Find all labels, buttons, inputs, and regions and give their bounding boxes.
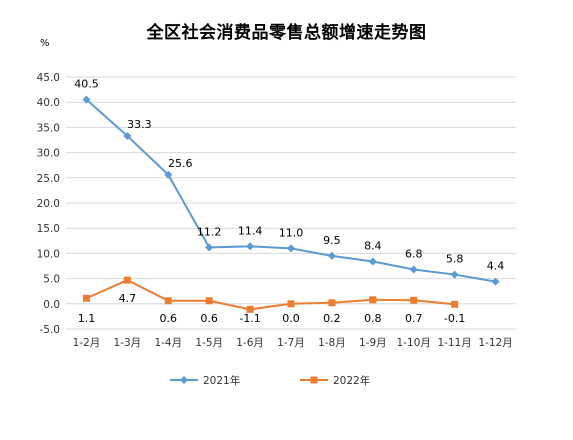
data-label: 0.7 [405, 312, 423, 325]
x-tick-label: 1-6月 [236, 337, 264, 349]
data-point [205, 297, 213, 305]
y-tick-label: 20.0 [37, 198, 60, 210]
data-point [368, 257, 377, 266]
y-tick-label: 10.0 [37, 248, 60, 260]
data-label: 9.5 [323, 234, 341, 247]
x-tick-labels: 1-2月 1-3月 1-4月 1-5月 1-6月 1-7月 1-8月 1-9月 1-10月 1-1… [73, 337, 513, 349]
y-tick-label: 35.0 [37, 122, 60, 134]
y-tick-label: 30.0 [37, 148, 60, 160]
series-line [86, 279, 455, 311]
chart-title: 全区社会消费品零售总额增速走势图 [146, 23, 427, 43]
data-label: 6.8 [405, 248, 423, 261]
data-point [287, 300, 295, 308]
data-label: 40.5 [74, 78, 99, 91]
legend-label: 2022年 [333, 374, 370, 387]
y-tick-label: 5.0 [43, 274, 60, 286]
data-point [287, 244, 295, 253]
y-tick-label: 25.0 [37, 173, 60, 185]
data-label: 0.6 [160, 312, 178, 325]
data-label: 0.2 [323, 312, 341, 325]
data-point [409, 265, 418, 274]
y-tick-label: -5.0 [40, 324, 61, 336]
data-point [205, 243, 214, 252]
legend-marker [180, 376, 188, 384]
data-point [123, 131, 132, 140]
data-point [450, 270, 459, 279]
y-axis-unit: % [40, 38, 50, 49]
data-label: 0.8 [364, 312, 382, 325]
data-label: 8.4 [364, 239, 382, 252]
data-point [328, 299, 336, 307]
data-label: 11.2 [197, 225, 222, 238]
data-point [246, 242, 255, 251]
x-tick-label: 1-9月 [359, 337, 387, 349]
data-label: 4.7 [119, 292, 137, 305]
data-point [246, 305, 254, 313]
legend: 2021年 2022年 [170, 374, 370, 387]
y-tick-label: 45.0 [37, 72, 60, 84]
data-point [164, 297, 172, 305]
data-label: 1.1 [78, 312, 96, 325]
x-tick-label: 1-7月 [277, 337, 305, 349]
y-tick-labels: 45.0 40.0 35.0 30.0 25.0 20.0 15.0 10.0 5.0 0.0 -5… [37, 72, 60, 336]
y-tick-label: 40.0 [37, 97, 60, 109]
data-point [369, 296, 377, 304]
data-label: 5.8 [446, 253, 464, 266]
data-point [491, 277, 500, 286]
data-point [164, 170, 173, 179]
legend-label: 2021年 [203, 374, 240, 387]
x-tick-label: 1-5月 [195, 337, 223, 349]
data-point [451, 300, 459, 308]
x-tick-label: 1-12月 [478, 337, 512, 349]
data-point [82, 294, 90, 302]
data-label: 0.6 [200, 312, 218, 325]
series-2: 1.1 4.7 0.6 0.6 -1.1 0.0 0.2 0.8 0.7 -0.1 [78, 276, 465, 325]
series-1: 40.5 33.3 25.6 11.2 11.4 11.0 9.5 8.4 6.8 5.8 4.4 [74, 78, 504, 286]
data-point [82, 95, 91, 104]
data-label: 4.4 [487, 260, 505, 273]
x-tick-label: 1-10月 [397, 337, 431, 349]
y-tick-label: 15.0 [37, 223, 60, 235]
x-tick-label: 1-8月 [318, 337, 346, 349]
data-label: 11.0 [279, 226, 304, 239]
legend-marker [310, 376, 318, 384]
legend-item: 2021年 [170, 374, 240, 387]
data-point [123, 276, 131, 284]
legend-item: 2022年 [300, 374, 370, 387]
series-group: 40.5 33.3 25.6 11.2 11.4 11.0 9.5 8.4 6.8 5.8 4.4 1… [74, 78, 504, 325]
gridlines [66, 76, 516, 330]
x-tick-label: 1-4月 [154, 337, 182, 349]
y-tick-label: 0.0 [43, 299, 60, 311]
data-label: -1.1 [239, 312, 260, 325]
data-point [410, 296, 418, 304]
data-label: -0.1 [444, 312, 465, 325]
data-label: 0.0 [282, 312, 300, 325]
data-label: 25.6 [168, 157, 193, 170]
data-label: 33.3 [127, 118, 152, 131]
x-tick-label: 1-3月 [114, 337, 142, 349]
data-point [327, 251, 336, 260]
x-tick-label: 1-2月 [73, 337, 101, 349]
x-tick-label: 1-11月 [437, 337, 471, 349]
data-label: 11.4 [238, 224, 263, 237]
